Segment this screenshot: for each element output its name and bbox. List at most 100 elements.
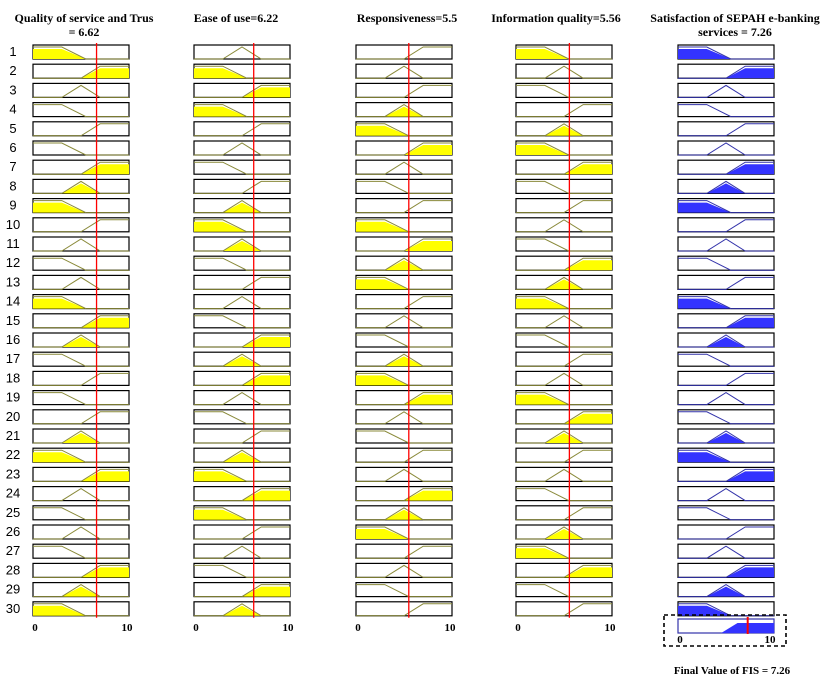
rule-cell bbox=[32, 351, 130, 367]
membership-function bbox=[194, 584, 290, 598]
cell-box bbox=[32, 101, 130, 118]
membership-function bbox=[516, 392, 612, 406]
rule-cell bbox=[355, 562, 453, 579]
rule-cell bbox=[32, 44, 130, 60]
activation-area bbox=[194, 471, 290, 482]
membership-function bbox=[678, 449, 774, 463]
rule-number: 10 bbox=[6, 217, 20, 232]
rule-cell bbox=[677, 140, 775, 156]
cell-box bbox=[515, 82, 613, 99]
membership-function bbox=[194, 65, 290, 79]
membership-function bbox=[516, 430, 612, 444]
membership-function bbox=[194, 526, 290, 540]
membership-function bbox=[516, 142, 612, 156]
cell-box bbox=[677, 101, 775, 118]
activation-area bbox=[194, 87, 290, 98]
rule-cell bbox=[515, 562, 613, 579]
rule-cell bbox=[355, 409, 453, 425]
activation-area bbox=[678, 68, 774, 79]
cell-box bbox=[193, 562, 291, 579]
rule-cell bbox=[515, 601, 613, 617]
membership-function bbox=[516, 65, 612, 79]
aggregate-output: 0 10 bbox=[663, 614, 787, 647]
rule-cell bbox=[32, 409, 130, 425]
membership-function bbox=[516, 545, 612, 559]
cell-box bbox=[515, 236, 613, 252]
membership-function bbox=[194, 411, 290, 425]
activation-area bbox=[678, 471, 774, 482]
rule-cell bbox=[32, 562, 130, 579]
column-title: Quality of service and Trus bbox=[15, 11, 154, 25]
membership-function bbox=[678, 200, 774, 214]
activation-area bbox=[33, 317, 129, 328]
rule-cell bbox=[32, 601, 130, 617]
column-title: services = 7.26 bbox=[698, 25, 772, 39]
rule-number: 13 bbox=[6, 274, 20, 289]
membership-function bbox=[516, 180, 612, 194]
rule-cell bbox=[677, 313, 775, 329]
membership-function bbox=[678, 180, 774, 194]
rule-cell bbox=[515, 466, 613, 482]
rule-cell bbox=[32, 313, 130, 329]
rule-cell bbox=[193, 562, 291, 579]
rule-cell bbox=[677, 294, 775, 310]
activation-area bbox=[678, 337, 774, 347]
cell-box bbox=[32, 274, 130, 290]
membership-function bbox=[678, 334, 774, 348]
membership-function bbox=[33, 449, 129, 463]
rule-cell bbox=[355, 543, 453, 559]
membership-function bbox=[33, 353, 129, 367]
rule-cell bbox=[515, 63, 613, 79]
rule-cell bbox=[355, 313, 453, 329]
column-title: Information quality=5.56 bbox=[491, 11, 621, 25]
membership-function bbox=[194, 161, 290, 175]
membership-function bbox=[678, 238, 774, 252]
rule-cell bbox=[32, 140, 130, 156]
activation-area bbox=[516, 125, 612, 136]
membership-function bbox=[678, 46, 774, 60]
rule-cell bbox=[677, 409, 775, 425]
rule-cell bbox=[32, 159, 130, 175]
rule-cell bbox=[677, 217, 775, 233]
rule-cell bbox=[677, 44, 775, 60]
activation-area bbox=[516, 433, 612, 443]
cell-box bbox=[355, 581, 453, 598]
activation-area bbox=[516, 145, 612, 155]
cell-box bbox=[32, 505, 130, 521]
membership-function bbox=[516, 526, 612, 540]
cell-box bbox=[32, 524, 130, 540]
rule-cell bbox=[193, 543, 291, 559]
activation-area bbox=[356, 221, 452, 232]
rule-cell bbox=[515, 351, 613, 367]
rule-cell bbox=[677, 524, 775, 540]
membership-function bbox=[678, 296, 774, 310]
rule-cell bbox=[193, 294, 291, 310]
rule-cell bbox=[355, 486, 453, 502]
cell-box bbox=[193, 409, 291, 425]
membership-function bbox=[516, 238, 612, 252]
activation-area bbox=[678, 433, 774, 443]
rule-cell bbox=[32, 524, 130, 540]
rule-cell bbox=[32, 217, 130, 233]
membership-function bbox=[356, 276, 452, 290]
cell-box bbox=[515, 370, 613, 386]
membership-function bbox=[678, 161, 774, 175]
rule-cell bbox=[32, 447, 130, 463]
rule-number: 8 bbox=[9, 178, 16, 193]
membership-function bbox=[33, 603, 129, 617]
activation-area bbox=[356, 241, 452, 251]
column-title: Satisfaction of SEPAH e-banking bbox=[650, 11, 819, 25]
membership-function bbox=[678, 468, 774, 482]
membership-function bbox=[516, 372, 612, 386]
rule-cell bbox=[677, 428, 775, 444]
cell-box bbox=[193, 543, 291, 559]
membership-function bbox=[33, 392, 129, 406]
axis-min-label: 0 bbox=[515, 622, 521, 634]
membership-function bbox=[678, 488, 774, 502]
membership-function bbox=[678, 584, 774, 598]
rule-cell bbox=[355, 370, 453, 386]
membership-function bbox=[678, 545, 774, 559]
rule-number: 5 bbox=[9, 121, 16, 136]
rule-number: 22 bbox=[6, 447, 20, 462]
rule-cell bbox=[355, 44, 453, 60]
